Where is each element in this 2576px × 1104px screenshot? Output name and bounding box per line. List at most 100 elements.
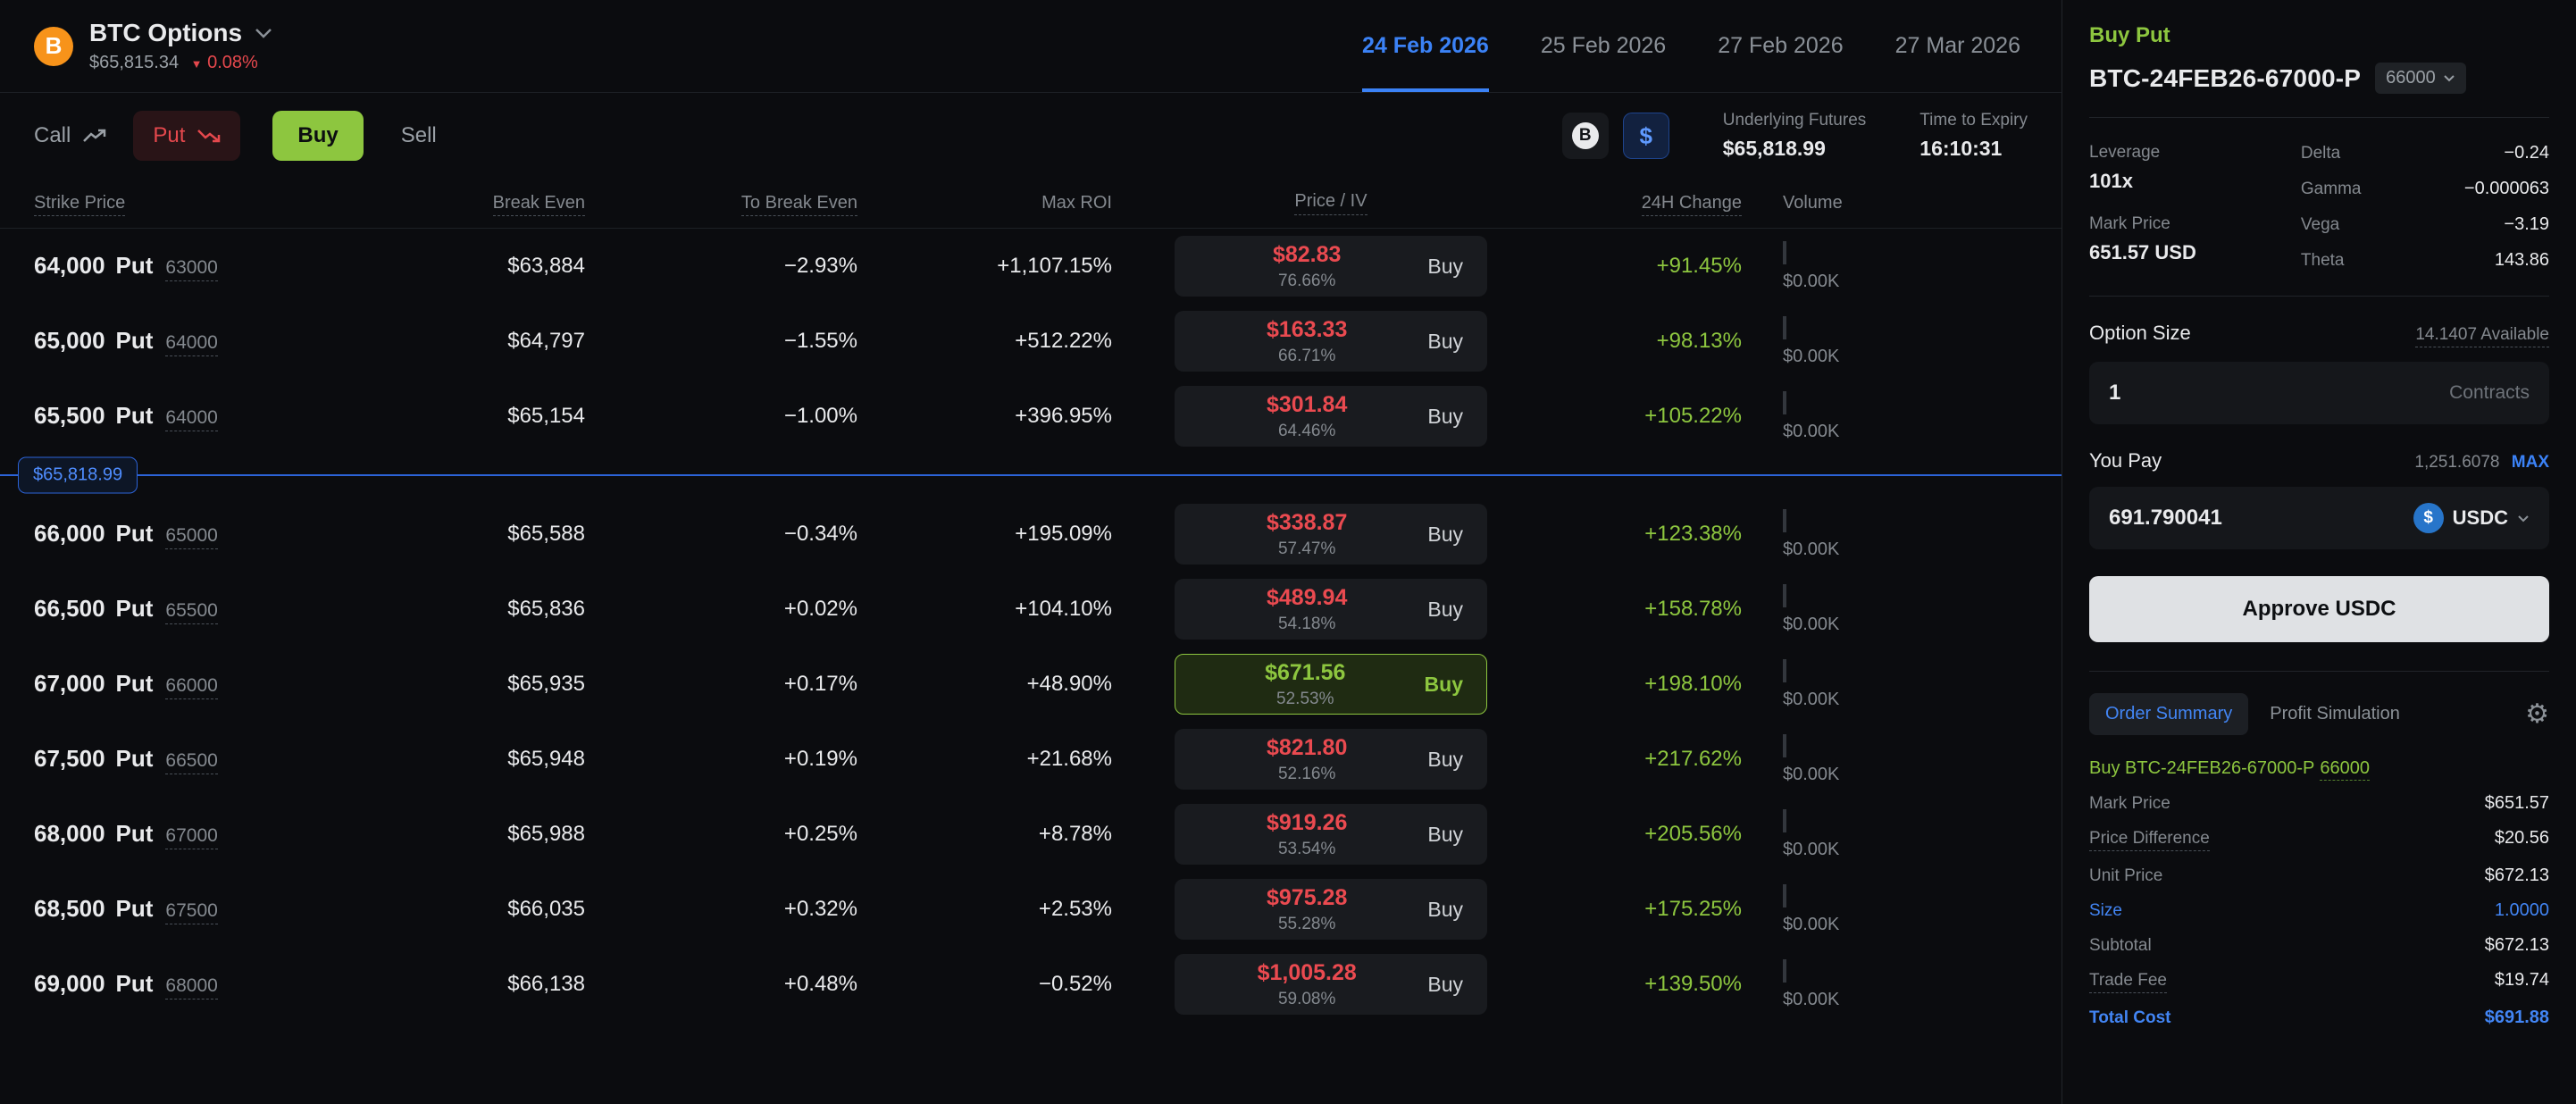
currency-selector[interactable]: $ USDC	[2413, 503, 2530, 533]
option-row: 66,000 Put 65000 $65,588 −0.34% +195.09%…	[0, 497, 2062, 572]
hedge-strike-link[interactable]: 67500	[165, 900, 218, 924]
expiry-tab[interactable]: 27 Mar 2026	[1894, 33, 2020, 58]
denominate-btc-button[interactable]: B	[1561, 113, 1609, 159]
buy-filter-button[interactable]: Buy	[272, 111, 364, 161]
option-type: Put	[115, 744, 154, 772]
hedge-strike-link[interactable]: 64000	[165, 332, 218, 356]
buy-option-button[interactable]: $82.83 76.66% Buy	[1175, 236, 1487, 297]
column-strike-price[interactable]: Strike Price	[34, 193, 126, 216]
price-iv-stack: $489.94 54.18%	[1199, 585, 1415, 634]
buy-option-button[interactable]: $489.94 54.18% Buy	[1175, 579, 1487, 640]
trend-up-icon	[83, 129, 106, 142]
hedge-strike-link[interactable]: 66500	[165, 750, 218, 774]
max-button[interactable]: MAX	[2511, 453, 2549, 472]
time-to-expiry-label: Time to Expiry	[1919, 111, 2028, 130]
to-break-even-value: +0.02%	[783, 597, 857, 621]
buy-option-button[interactable]: $163.33 66.71% Buy	[1175, 311, 1487, 372]
chevron-down-icon[interactable]	[255, 28, 272, 38]
vega-label: Vega	[2300, 215, 2340, 234]
buy-option-button[interactable]: $1,005.28 59.08% Buy	[1175, 954, 1487, 1015]
buy-option-button[interactable]: $338.87 57.47% Buy	[1175, 504, 1487, 565]
to-break-even-value: +0.32%	[783, 897, 857, 921]
column-break-even[interactable]: Break Even	[492, 193, 585, 216]
summary-row: Price Difference $20.56	[2089, 828, 2549, 851]
volume-bar-icon	[1783, 658, 1786, 682]
price-iv-stack: $975.28 55.28%	[1199, 885, 1415, 934]
option-row: 67,000 Put 66000 $65,935 +0.17% +48.90% …	[0, 647, 2062, 722]
expiry-tab[interactable]: 27 Feb 2026	[1718, 33, 1844, 58]
buy-option-button[interactable]: $671.56 52.53% Buy	[1175, 654, 1487, 715]
price-iv-stack: $821.80 52.16%	[1199, 735, 1415, 784]
order-summary: Buy BTC-24FEB26-67000-P 66000 Mark Price …	[2089, 758, 2549, 1028]
denominate-usd-button[interactable]: $	[1622, 113, 1669, 159]
trend-down-icon	[197, 130, 221, 143]
strike-price: 68,000	[34, 819, 105, 847]
volume-value: $0.00K	[1783, 689, 1840, 709]
max-roi-value: +396.95%	[1015, 404, 1112, 428]
column-to-break-even[interactable]: To Break Even	[740, 193, 857, 216]
sell-filter-button[interactable]: Sell	[400, 123, 437, 147]
option-type: Put	[115, 401, 154, 429]
buy-option-button[interactable]: $301.84 64.46% Buy	[1175, 386, 1487, 447]
filters-toolbar: Call Put Buy Sell B $ Underlying Futures…	[0, 93, 2062, 179]
strike-selector-badge[interactable]: 66000	[2375, 63, 2466, 94]
currency-name: USDC	[2452, 506, 2508, 529]
hedge-strike-link[interactable]: 65500	[165, 600, 218, 624]
to-break-even-value: −2.93%	[783, 254, 857, 278]
options-table: Strike Price Break Even To Break Even Ma…	[0, 179, 2062, 1022]
available-balance[interactable]: 14.1407 Available	[2415, 325, 2549, 347]
hedge-strike-link[interactable]: 65000	[165, 525, 218, 549]
summary-tab[interactable]: Order Summary	[2089, 693, 2249, 735]
call-filter-button[interactable]: Call	[34, 123, 106, 148]
settings-gear-icon[interactable]: ⚙	[2525, 699, 2549, 729]
chevron-down-icon	[2444, 75, 2455, 82]
market-selector[interactable]: B BTC Options $65,815.34 ▼ 0.08%	[34, 19, 272, 73]
delta-label: Delta	[2300, 144, 2341, 163]
contracts-unit-label: Contracts	[2449, 382, 2530, 403]
summary-row: Mark Price $651.57	[2089, 793, 2549, 814]
hedge-strike-link[interactable]: 67000	[165, 825, 218, 849]
expiry-tab[interactable]: 25 Feb 2026	[1540, 33, 1667, 58]
put-filter-button[interactable]: Put	[133, 111, 241, 161]
summary-strike-link[interactable]: 66000	[2320, 758, 2370, 781]
break-even-value: $65,836	[507, 597, 585, 621]
approve-usdc-button[interactable]: Approve USDC	[2089, 576, 2549, 642]
strike-cell: 65,500 Put 64000	[0, 402, 393, 431]
option-type: Put	[115, 894, 154, 922]
btc-logo-icon: B	[34, 26, 73, 66]
option-row: 66,500 Put 65500 $65,836 +0.02% +104.10%…	[0, 572, 2062, 647]
summary-label: Mark Price	[2089, 794, 2170, 813]
you-pay-input[interactable]	[2109, 506, 2341, 531]
price-cell: $163.33 66.71% Buy	[1112, 311, 1487, 372]
expiry-tab[interactable]: 24 Feb 2026	[1362, 0, 1489, 92]
hedge-strike-link[interactable]: 68000	[165, 975, 218, 999]
break-even-value: $63,884	[507, 254, 585, 278]
option-size-input[interactable]	[2109, 381, 2341, 406]
hedge-strike-link[interactable]: 63000	[165, 257, 218, 281]
summary-tab[interactable]: Profit Simulation	[2270, 704, 2400, 723]
volume-value: $0.00K	[1783, 346, 1840, 366]
break-even-value: $66,138	[507, 972, 585, 996]
strike-price: 66,500	[34, 594, 105, 622]
volume-value: $0.00K	[1783, 764, 1840, 784]
price-iv-stack: $671.56 52.53%	[1199, 660, 1412, 709]
buy-option-button[interactable]: $919.26 53.54% Buy	[1175, 804, 1487, 865]
max-roi-value: +512.22%	[1015, 329, 1112, 353]
buy-option-button[interactable]: $975.28 55.28% Buy	[1175, 879, 1487, 940]
gamma-label: Gamma	[2300, 180, 2362, 198]
buy-option-button[interactable]: $821.80 52.16% Buy	[1175, 729, 1487, 790]
summary-row: Trade Fee $19.74	[2089, 970, 2549, 993]
hedge-strike-link[interactable]: 64000	[165, 407, 218, 431]
summary-label: Trade Fee	[2089, 971, 2167, 993]
usdc-icon: $	[2413, 503, 2444, 533]
hedge-strike-link[interactable]: 66000	[165, 675, 218, 699]
column-price-iv[interactable]: Price / IV	[1294, 191, 1367, 215]
volume-cell: $0.00K	[1742, 958, 2062, 1010]
spot-change: ▼ 0.08%	[191, 53, 258, 72]
column-24h-change[interactable]: 24H Change	[1641, 193, 1742, 216]
buy-label: Buy	[1427, 747, 1463, 771]
max-roi-value: −0.52%	[1038, 972, 1112, 996]
buy-label: Buy	[1427, 254, 1463, 278]
option-iv: 64.46%	[1277, 421, 1336, 440]
summary-label: Unit Price	[2089, 866, 2163, 885]
